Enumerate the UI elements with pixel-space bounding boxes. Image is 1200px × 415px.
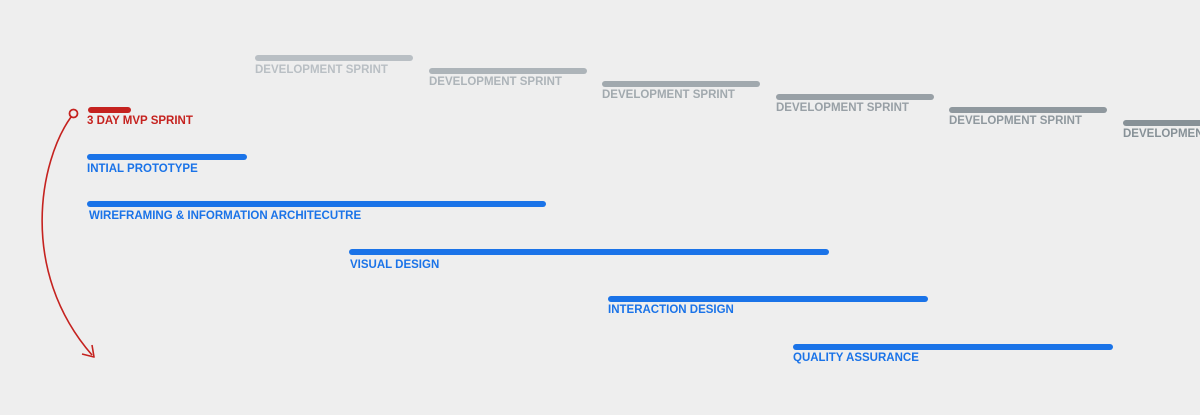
task-label: WIREFRAMING & INFORMATION ARCHITECUTRE [89, 210, 362, 222]
sprint-label: DEVELOPMENT SPRINT [255, 64, 388, 76]
task-label: INTERACTION DESIGN [608, 304, 734, 316]
mvp-bar [88, 107, 131, 113]
task-label: QUALITY ASSURANCE [793, 352, 919, 364]
mvp-label: 3 DAY MVP SPRINT [87, 115, 193, 127]
sprint-label: DEVELOPMENT SPRINT [1123, 128, 1200, 140]
sprint-bar [429, 68, 587, 74]
curved-arrow-icon [41, 108, 95, 358]
task-bar [793, 344, 1113, 350]
sprint-bar [1123, 120, 1200, 126]
sprint-label: DEVELOPMENT SPRINT [776, 102, 909, 114]
sprint-bar [255, 55, 413, 61]
sprint-bar [776, 94, 934, 100]
task-bar [87, 154, 247, 160]
task-bar [349, 249, 829, 255]
sprint-bar [602, 81, 760, 87]
sprint-bar [949, 107, 1107, 113]
sprint-label: DEVELOPMENT SPRINT [429, 76, 562, 88]
task-bar [87, 201, 546, 207]
task-label: VISUAL DESIGN [350, 259, 440, 271]
sprint-label: DEVELOPMENT SPRINT [602, 89, 735, 101]
task-label: INTIAL PROTOTYPE [87, 163, 198, 175]
sprint-label: DEVELOPMENT SPRINT [949, 115, 1082, 127]
task-bar [608, 296, 928, 302]
